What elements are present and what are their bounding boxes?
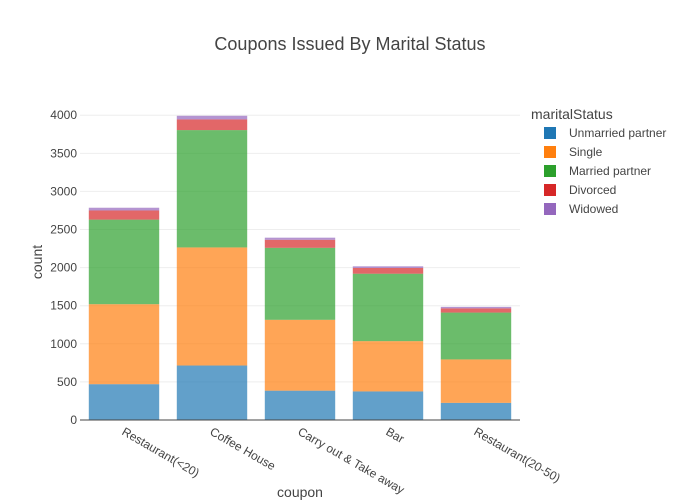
bar-segment [176, 119, 248, 131]
legend: maritalStatus Unmarried partner Single Mar… [531, 106, 666, 216]
chart-title: Coupons Issued By Marital Status [214, 34, 485, 54]
legend-item[interactable]: Divorced [544, 183, 616, 197]
legend-title: maritalStatus [531, 106, 613, 122]
legend-item[interactable]: Widowed [544, 202, 618, 216]
y-tick-label: 3000 [50, 184, 77, 198]
bar-segment [176, 130, 248, 248]
y-tick-label: 4000 [50, 108, 77, 122]
x-tick-label: Coffee House [208, 424, 279, 473]
bar-segment [88, 207, 160, 211]
legend-swatch [544, 165, 556, 177]
bar-segment [352, 266, 424, 268]
bar-segment [440, 312, 512, 360]
y-tick-label: 2000 [50, 261, 77, 275]
y-tick-label: 1000 [50, 337, 77, 351]
bar-segment [264, 390, 336, 420]
legend-label: Married partner [569, 164, 651, 178]
bar-segment [440, 402, 512, 420]
y-tick-label: 3500 [50, 146, 77, 160]
x-axis-title: coupon [277, 484, 323, 500]
y-axis-title: count [29, 245, 45, 279]
legend-label: Widowed [569, 202, 618, 216]
legend-swatch [544, 203, 556, 215]
y-tick-label: 0 [70, 413, 77, 427]
bar-segment [264, 247, 336, 320]
bar-segment [352, 391, 424, 420]
bar-segment [440, 359, 512, 403]
bar-segment [440, 308, 512, 313]
bar-segment [352, 268, 424, 274]
y-tick-label: 500 [57, 375, 77, 389]
legend-items: Unmarried partner Single Married partner Di… [544, 126, 666, 216]
bar-segment [264, 237, 336, 240]
x-axis-ticks: Restaurant(<20) Coffee House Carry out & T… [120, 424, 563, 496]
bar-segment [88, 219, 160, 305]
y-tick-label: 1500 [50, 299, 77, 313]
bar-segment [88, 210, 160, 220]
legend-label: Divorced [569, 183, 616, 197]
legend-item[interactable]: Unmarried partner [544, 126, 666, 140]
x-tick-label: Restaurant(20-50) [472, 424, 563, 485]
legend-swatch [544, 184, 556, 196]
bar-segment [352, 341, 424, 392]
legend-item[interactable]: Single [544, 145, 603, 159]
legend-label: Single [569, 145, 603, 159]
bar-segment [352, 273, 424, 342]
bar-segment [176, 365, 248, 420]
legend-label: Unmarried partner [569, 126, 666, 140]
y-tick-label: 2500 [50, 223, 77, 237]
bar-segment [176, 115, 248, 120]
bars [88, 115, 512, 420]
y-axis-ticks: 0 500 1000 1500 2000 2500 3000 3500 4000 [50, 108, 77, 427]
bar-segment [176, 247, 248, 366]
bar-segment [264, 239, 336, 248]
bar-segment [264, 319, 336, 391]
bar-segment [88, 304, 160, 385]
x-tick-label: Bar [384, 424, 407, 445]
legend-item[interactable]: Married partner [544, 164, 651, 178]
bar-segment [440, 306, 512, 309]
legend-swatch [544, 127, 556, 139]
x-tick-label: Restaurant(<20) [120, 424, 202, 480]
legend-swatch [544, 146, 556, 158]
bar-segment [88, 384, 160, 420]
